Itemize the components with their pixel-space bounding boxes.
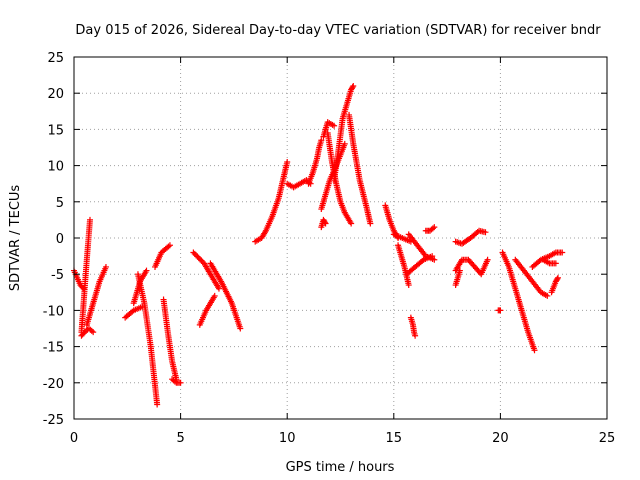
data-point (197, 256, 204, 263)
y-tick-label: 15 (47, 123, 64, 138)
data-point (349, 84, 356, 91)
data-point (405, 282, 412, 289)
data-point (90, 329, 97, 336)
data-point (191, 250, 198, 257)
grid-lines (74, 57, 607, 419)
x-tick-label: 0 (70, 431, 78, 446)
data-points (71, 82, 566, 408)
x-tick-label: 5 (176, 431, 184, 446)
data-point (80, 285, 87, 292)
data-point (86, 216, 93, 223)
data-point (190, 249, 197, 256)
data-point (367, 220, 374, 227)
data-point (194, 253, 201, 260)
y-tick-label: 20 (47, 87, 64, 102)
data-point (331, 122, 338, 129)
y-tick-label: 25 (47, 51, 64, 66)
data-point (237, 325, 244, 332)
data-point (341, 140, 348, 147)
x-tick-label: 20 (492, 431, 509, 446)
data-point (154, 401, 161, 408)
data-point (497, 307, 504, 314)
y-axis-label: SDTVAR / TECUs (8, 185, 23, 292)
y-tick-label: -20 (43, 377, 64, 392)
data-point (552, 260, 559, 267)
data-point (211, 292, 218, 299)
data-point (215, 285, 222, 292)
data-point (554, 276, 561, 283)
data-point (350, 82, 357, 89)
data-point (431, 256, 438, 263)
x-axis-label: GPS time / hours (286, 460, 395, 475)
x-tick-label: 25 (599, 431, 616, 446)
data-point (166, 242, 173, 249)
chart-title: Day 015 of 2026, Sidereal Day-to-day VTE… (75, 23, 601, 38)
data-point (412, 332, 419, 339)
data-point (318, 137, 325, 144)
x-tick-label: 10 (279, 431, 296, 446)
axis-ticks: 0 5 10 15 20 25 -25 -20 -15 -10 -5 0 5 10 15 20 25 (43, 51, 616, 446)
y-tick-label: 0 (56, 232, 64, 247)
y-tick-label: -10 (43, 304, 64, 319)
y-tick-label: -15 (43, 341, 64, 356)
data-point (177, 379, 184, 386)
data-point (482, 229, 489, 236)
data-point (322, 220, 329, 227)
data-point (193, 252, 200, 259)
data-point (198, 257, 205, 264)
data-point (102, 263, 109, 270)
y-tick-label: 10 (47, 160, 64, 175)
data-point (531, 347, 538, 354)
y-tick-label: -5 (51, 268, 64, 283)
data-point (348, 220, 355, 227)
data-point (431, 224, 438, 231)
data-point (456, 267, 463, 274)
data-point (484, 256, 491, 263)
x-tick-label: 15 (386, 431, 403, 446)
data-point (554, 274, 561, 281)
data-point (195, 254, 202, 261)
y-tick-label: -25 (43, 413, 64, 428)
data-point (143, 267, 150, 274)
data-point (544, 292, 551, 299)
y-tick-label: 5 (56, 196, 64, 211)
data-point (559, 249, 566, 256)
data-point (321, 219, 328, 226)
data-point (284, 158, 291, 165)
